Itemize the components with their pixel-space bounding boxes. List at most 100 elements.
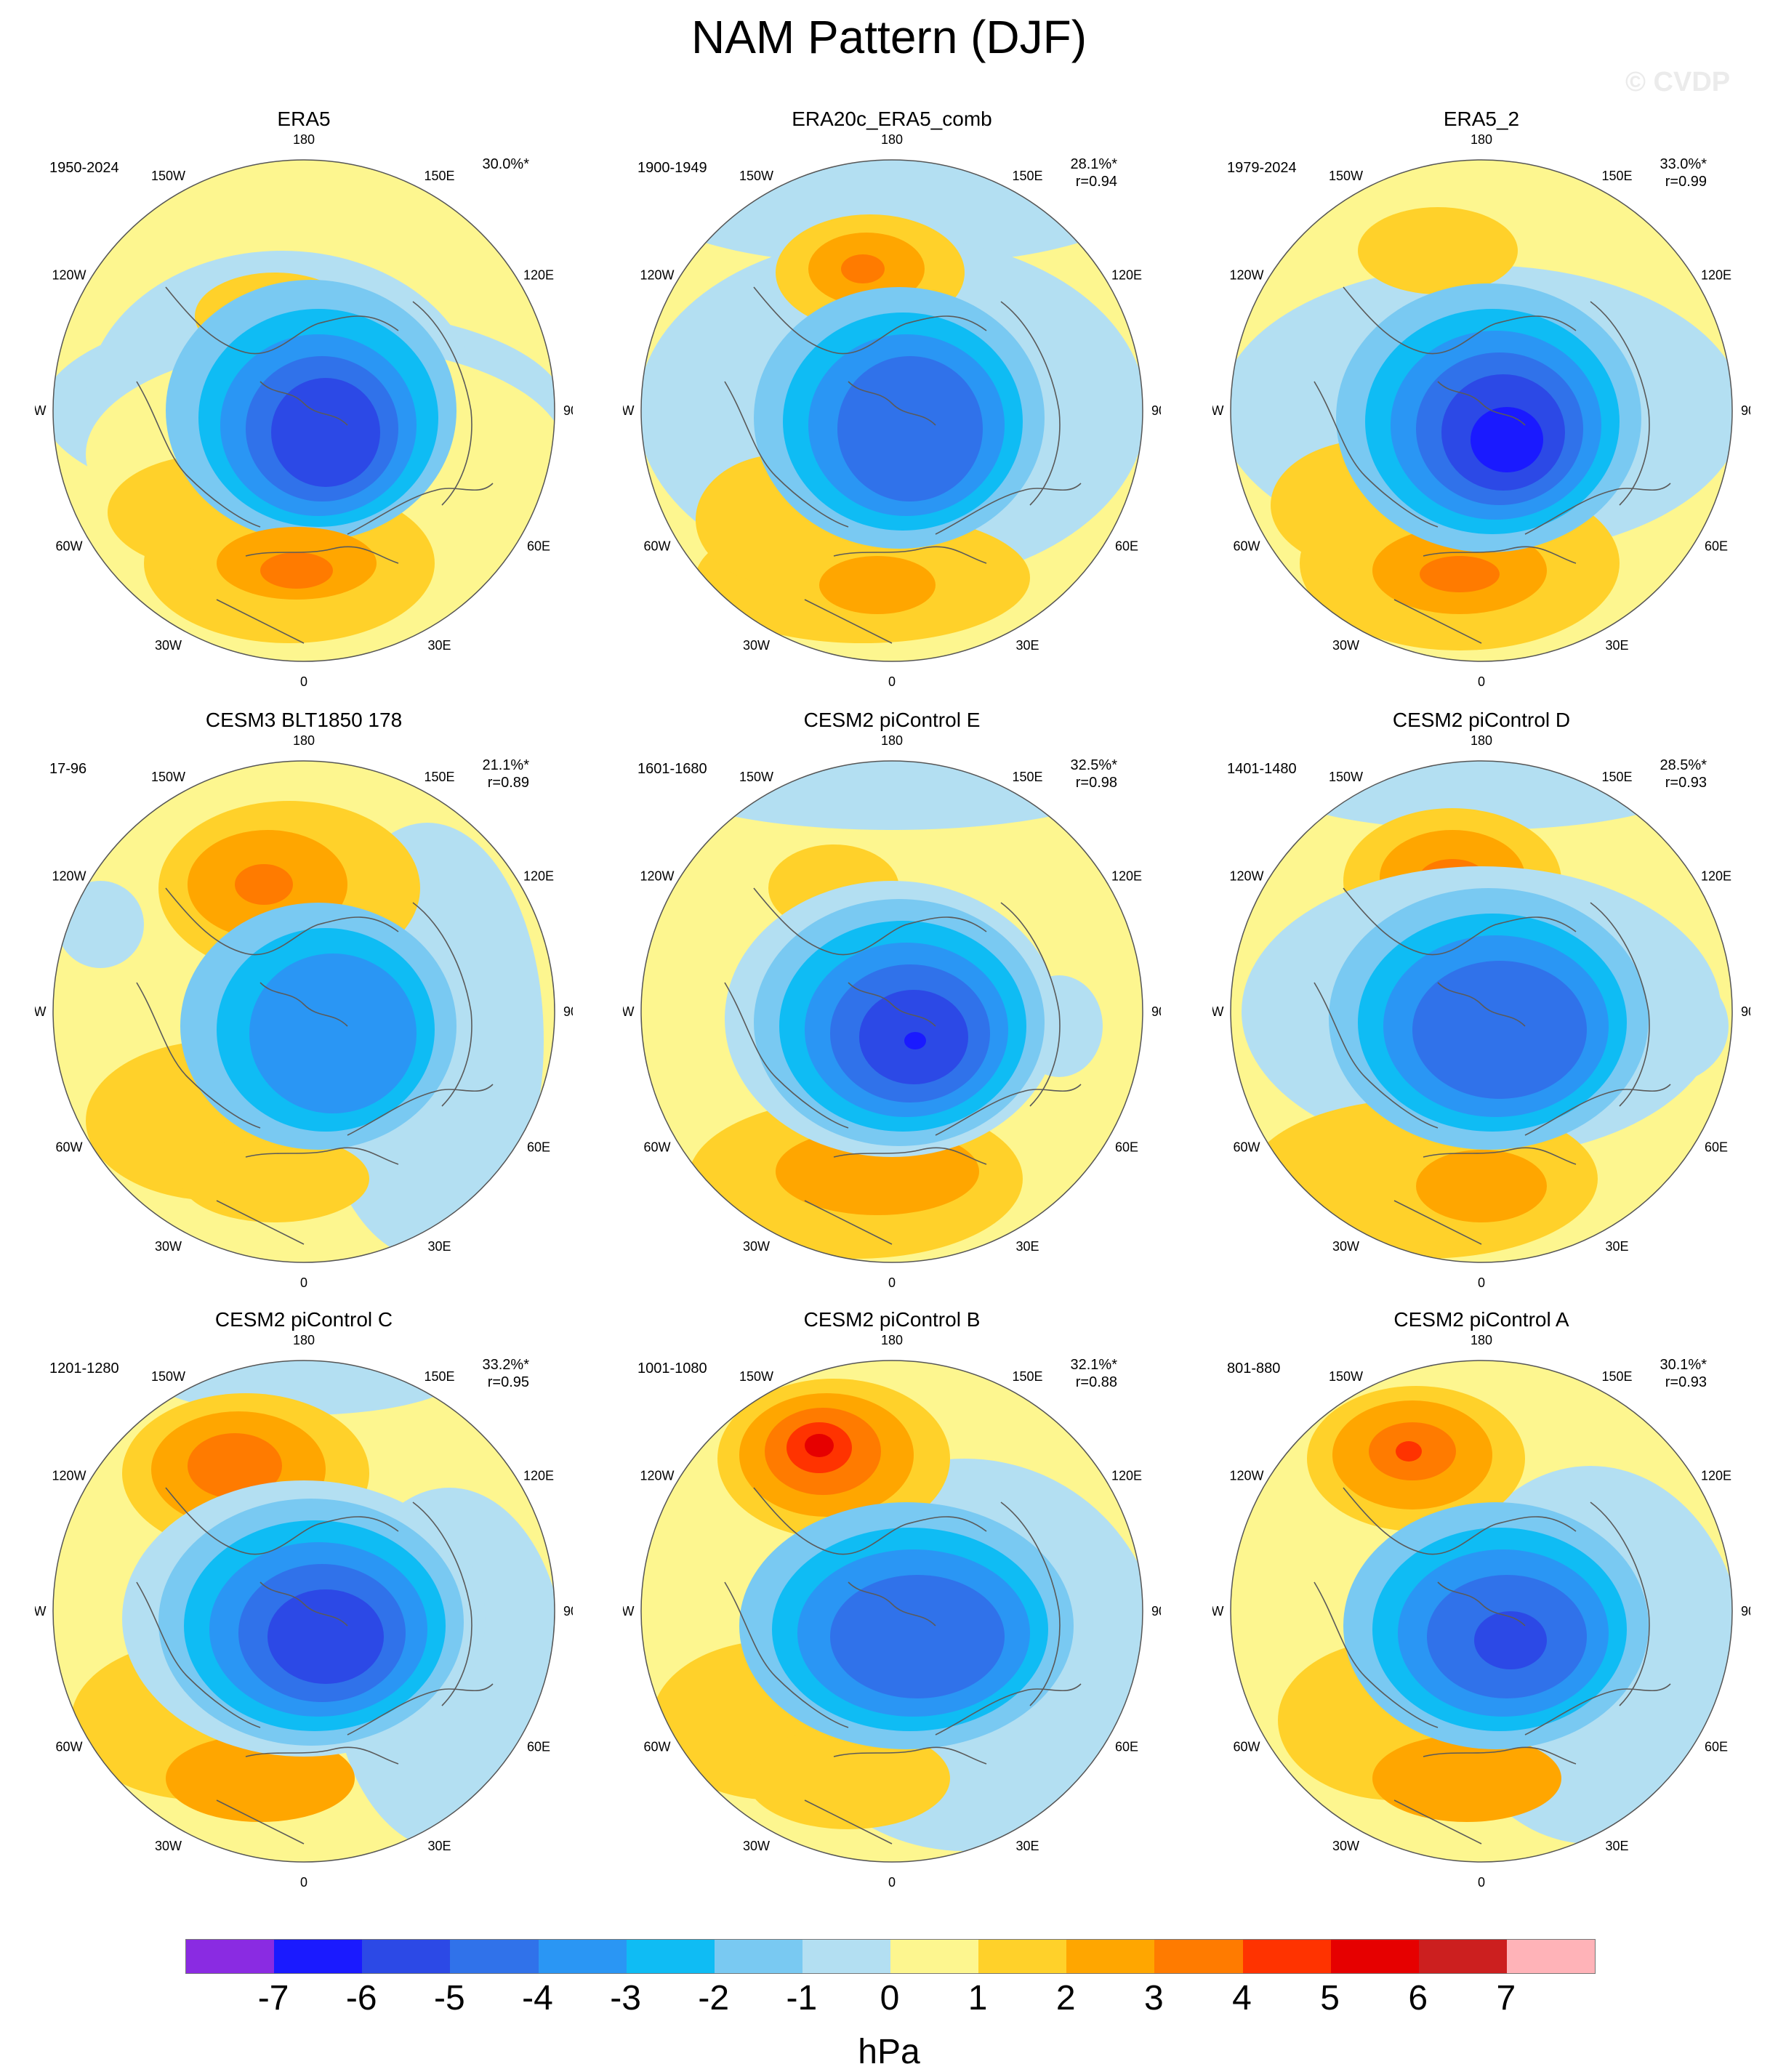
longitude-label: 30W <box>1332 638 1359 653</box>
contour-region <box>166 1735 355 1822</box>
longitude-label: 0 <box>1478 674 1485 689</box>
panel-stats: 28.1%* r=0.94 <box>1071 156 1118 190</box>
longitude-label: 120W <box>52 869 86 884</box>
contour-region <box>805 1434 834 1457</box>
longitude-label: 180 <box>293 132 315 147</box>
map-panel: CESM2 piControl D 1401-1480 28.5%* r=0.93 18… <box>1212 709 1750 1290</box>
longitude-label: 30W <box>1332 1239 1359 1254</box>
panel-stats: 33.2%* r=0.95 <box>483 1356 530 1391</box>
polar-map: 180 150E 120E 90E 60E 30E 0 30W 60W 90W 120W 150W <box>35 132 573 689</box>
longitude-label: 60W <box>55 1740 82 1754</box>
longitude-label: 150E <box>1601 1369 1632 1384</box>
panel-period: 1201-1280 <box>49 1360 119 1376</box>
longitude-label: 120E <box>1701 869 1731 884</box>
contour-region <box>267 1589 384 1684</box>
longitude-label: 120E <box>1701 1469 1731 1483</box>
longitude-label: 150E <box>424 1369 454 1384</box>
longitude-label: 90E <box>563 403 573 418</box>
longitude-label: 0 <box>1478 1275 1485 1290</box>
longitude-label: 150W <box>1329 770 1363 784</box>
map-panel: ERA20c_ERA5_comb 1900-1949 28.1%* r=0.94 180… <box>623 108 1161 689</box>
longitude-label: 60W <box>1233 1140 1260 1155</box>
longitude-label: 150E <box>1012 1369 1042 1384</box>
map-panel: CESM2 piControl E 1601-1680 32.5%* r=0.98 18… <box>623 709 1161 1290</box>
longitude-label: 60W <box>55 1140 82 1155</box>
longitude-label: 180 <box>881 733 903 748</box>
longitude-label: 30E <box>427 638 451 653</box>
longitude-label: 120E <box>1701 268 1731 283</box>
longitude-label: 60E <box>527 539 550 554</box>
pattern-correlation: r=0.98 <box>1075 775 1117 791</box>
longitude-label: 120E <box>523 869 554 884</box>
variance-explained: 28.1%* <box>1070 156 1118 172</box>
variance-explained: 32.1%* <box>1070 1357 1118 1373</box>
panel-stats: 33.0%* r=0.99 <box>1660 156 1707 190</box>
longitude-label: 120E <box>1111 1469 1142 1483</box>
contour-region <box>57 881 144 968</box>
panel-title: CESM2 piControl C <box>214 1308 393 1331</box>
colorbar-tick-label: -7 <box>257 1979 289 2017</box>
polar-map: 180 150E 120E 90E 60E 30E 0 30W 60W 90W 120W 150W <box>623 1333 1161 1890</box>
longitude-label: 30E <box>1605 1839 1628 1853</box>
longitude-label: 30E <box>1605 638 1628 653</box>
longitude-label: 0 <box>300 1275 307 1290</box>
contour-region <box>188 1433 282 1499</box>
longitude-label: 60W <box>55 539 82 554</box>
colorbar-box <box>1154 1940 1243 1973</box>
contour-region <box>1412 961 1587 1099</box>
polar-map: 180 150E 120E 90E 60E 30E 0 30W 60W 90W 120W 150W <box>1212 733 1750 1290</box>
longitude-label: 120W <box>640 869 674 884</box>
longitude-label: 60E <box>527 1740 550 1754</box>
panel-title: CESM2 piControl D <box>1392 709 1571 731</box>
watermark: © CVDP <box>1625 67 1731 97</box>
longitude-label: 30W <box>1332 1839 1359 1853</box>
panel-stats: 28.5%* r=0.93 <box>1660 757 1707 791</box>
longitude-label: 150W <box>739 1369 773 1384</box>
longitude-label: 120E <box>523 1469 554 1483</box>
colorbar-tick-label: 0 <box>880 1979 900 2017</box>
longitude-label: 150E <box>1601 169 1632 183</box>
polar-map: 180 150E 120E 90E 60E 30E 0 30W 60W 90W 120W 150W <box>1212 1333 1750 1890</box>
longitude-label: 90E <box>1151 1004 1161 1019</box>
longitude-label: 30E <box>1015 1239 1039 1254</box>
longitude-label: 60W <box>643 1140 670 1155</box>
panel-period: 1001-1080 <box>637 1360 707 1376</box>
panel-period: 1950-2024 <box>49 160 119 176</box>
panel-title: ERA20c_ERA5_comb <box>792 108 992 130</box>
colorbar-tick-label: 5 <box>1320 1979 1340 2017</box>
longitude-label: 150W <box>739 770 773 784</box>
longitude-label: 90E <box>1741 1604 1750 1619</box>
contour-region <box>260 552 333 589</box>
panel-period: 1401-1480 <box>1227 761 1297 777</box>
polar-map: 180 150E 120E 90E 60E 30E 0 30W 60W 90W 120W 150W <box>623 733 1161 1290</box>
longitude-label: 120W <box>640 268 674 283</box>
panel-title: CESM2 piControl E <box>803 709 981 731</box>
longitude-label: 180 <box>881 1333 903 1347</box>
panel-period: 801-880 <box>1227 1360 1281 1376</box>
figure-title: NAM Pattern (DJF) <box>691 11 1087 63</box>
panel-period: 1979-2024 <box>1227 160 1297 176</box>
colorbar-tick-label: 4 <box>1232 1979 1252 2017</box>
colorbar-box <box>978 1940 1067 1973</box>
panel-title: CESM3 BLT1850 178 <box>205 709 403 731</box>
colorbar-box <box>1506 1940 1595 1973</box>
colorbar <box>185 1939 1596 1974</box>
colorbar-tick-label: -6 <box>345 1979 377 2017</box>
map-panel: CESM3 BLT1850 178 17-96 21.1%* r=0.89 180 150… <box>35 709 573 1290</box>
longitude-label: 150E <box>1012 770 1042 784</box>
longitude-label: 180 <box>1471 132 1492 147</box>
longitude-label: 150W <box>151 169 185 183</box>
colorbar-tick-label: -5 <box>434 1979 465 2017</box>
longitude-label: 120W <box>52 268 86 283</box>
colorbar-box <box>538 1940 627 1973</box>
contour-region <box>819 556 936 614</box>
longitude-label: 120W <box>1229 869 1263 884</box>
colorbar-tick-label: 2 <box>1055 1979 1076 2017</box>
contour-region <box>1471 407 1543 472</box>
longitude-label: 90W <box>1212 403 1224 418</box>
contour-region <box>249 954 417 1113</box>
contour-region <box>271 378 380 487</box>
longitude-label: 180 <box>293 733 315 748</box>
polar-map: 180 150E 120E 90E 60E 30E 0 30W 60W 90W 120W 150W <box>623 132 1161 689</box>
map-panel: CESM2 piControl B 1001-1080 32.1%* r=0.88 18… <box>623 1308 1161 1890</box>
